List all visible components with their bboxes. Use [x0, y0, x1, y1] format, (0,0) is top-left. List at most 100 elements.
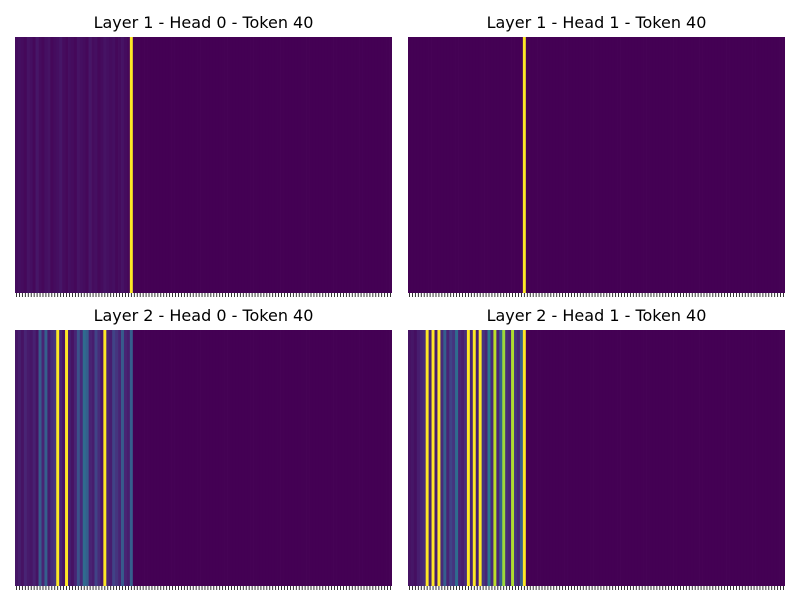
heatmap-cell: [285, 37, 290, 293]
heatmap-cell: [720, 330, 724, 586]
heatmap-cell: [446, 330, 450, 586]
heatmap-cell: [274, 330, 278, 586]
heatmap-cell: [212, 330, 216, 586]
heatmap-cell: [617, 330, 621, 586]
heatmap-cell: [764, 37, 768, 293]
heatmap-cell: [26, 37, 31, 293]
heatmap-cell: [702, 37, 706, 293]
heatmap-cell: [634, 37, 639, 293]
heatmap-cell: [525, 330, 530, 586]
heatmap-cell: [776, 330, 780, 586]
heatmap-cell: [514, 37, 518, 293]
heatmap-cell: [640, 37, 644, 293]
heatmap-cell: [508, 37, 512, 293]
heatmap-cell: [112, 37, 116, 293]
heatmap-cell: [655, 37, 659, 293]
heatmap-cell: [422, 37, 427, 293]
heatmap-cell: [206, 37, 210, 293]
heatmap-cell: [321, 330, 325, 586]
heatmap-cell: [165, 330, 169, 586]
heatmap-cell: [428, 37, 432, 293]
heatmap-cell: [643, 330, 647, 586]
heatmap-cell: [20, 37, 25, 293]
heatmap-cell: [365, 330, 369, 586]
panel-title: Layer 1 - Head 1 - Token 40: [486, 13, 707, 32]
heatmap-cell: [661, 37, 665, 293]
heatmap-cell: [350, 37, 355, 293]
heatmap-cell: [569, 330, 574, 586]
heatmap-cell: [312, 37, 316, 293]
heatmap-cell: [737, 37, 742, 293]
heatmap-cell: [386, 37, 390, 293]
heatmap-cell: [338, 330, 343, 586]
heatmap-cell: [743, 330, 748, 586]
heatmap-cell: [200, 330, 204, 586]
heatmap-cell: [416, 330, 421, 586]
heatmap-cell: [29, 37, 34, 293]
heatmap-cell: [602, 330, 606, 586]
heatmap-cell: [623, 330, 627, 586]
heatmap-cell: [549, 330, 553, 586]
heatmap-cell: [534, 330, 538, 586]
heatmap-cell: [428, 330, 432, 586]
heatmap-cell: [575, 330, 580, 586]
heatmap-cell: [35, 37, 39, 293]
heatmap-cell: [673, 330, 677, 586]
heatmap-cell: [103, 37, 107, 293]
heatmap-cell: [649, 330, 653, 586]
heatmap-cell: [676, 37, 680, 293]
heatmap-cell: [782, 330, 785, 586]
heatmap-cell: [288, 37, 293, 293]
heatmap-cell: [68, 37, 72, 293]
heatmap-cell: [620, 330, 624, 586]
heatmap-cell: [356, 37, 360, 293]
heatmap-cell: [174, 330, 178, 586]
heatmap-cell: [449, 330, 453, 586]
heatmap-cell: [41, 37, 45, 293]
heatmap-cell: [779, 37, 783, 293]
heatmap-cell: [50, 37, 54, 293]
heatmap-cell: [97, 37, 101, 293]
heatmap-cell: [667, 37, 671, 293]
heatmap-cell: [306, 37, 310, 293]
heatmap-cell: [56, 37, 60, 293]
panel-title: Layer 2 - Head 0 - Token 40: [93, 306, 314, 325]
heatmap-cell: [209, 37, 213, 293]
heatmap-cell: [649, 37, 653, 293]
heatmap-cell: [303, 37, 307, 293]
heatmap-cell: [44, 37, 48, 293]
heatmap-cell: [94, 330, 98, 586]
heatmap-cell: [106, 37, 110, 293]
heatmap-cell: [82, 37, 87, 293]
heatmap-cell: [65, 37, 69, 293]
heatmap-cell: [159, 330, 163, 586]
heatmap-cell: [667, 330, 671, 586]
heatmap-cell: [661, 330, 665, 586]
heatmap-cell: [720, 37, 724, 293]
heatmap-cell: [362, 330, 366, 586]
heatmap-cell: [687, 330, 692, 586]
heatmap-cell: [761, 330, 765, 586]
heatmap-cell: [224, 37, 228, 293]
heatmap-cell: [537, 37, 541, 293]
heatmap-cell: [386, 330, 390, 586]
heatmap-cell: [268, 37, 272, 293]
heatmap-cell: [452, 37, 456, 293]
heatmap-cell: [44, 330, 48, 586]
heatmap-panel-1: Layer 1 - Head 1 - Token 40: [408, 13, 785, 300]
heatmap-cell: [726, 330, 730, 586]
heatmap-cell: [121, 37, 125, 293]
heatmap-cell: [132, 37, 137, 293]
heatmap-cell: [502, 37, 506, 293]
heatmap-cell: [567, 37, 571, 293]
heatmap-cell: [79, 330, 84, 586]
heatmap-cell: [330, 37, 334, 293]
heatmap-cell: [347, 37, 352, 293]
heatmap-cell: [779, 330, 783, 586]
heatmap-cell: [126, 37, 131, 293]
heatmap-cell: [35, 330, 39, 586]
heatmap-cell: [112, 330, 116, 586]
heatmap-cell: [611, 330, 615, 586]
heatmap-cell: [156, 330, 160, 586]
heatmap-cell: [227, 37, 231, 293]
